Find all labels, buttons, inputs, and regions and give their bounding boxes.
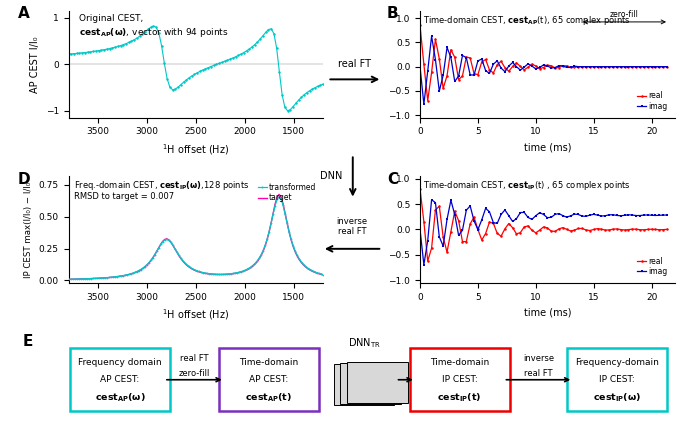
Text: $\bf{cest}_{\bf{AP}}(\omega)$: $\bf{cest}_{\bf{AP}}(\omega)$ [95,392,145,405]
Text: inverse
real FT: inverse real FT [336,217,368,236]
Text: $\bf{cest}_{\bf{AP}}$(t): $\bf{cest}_{\bf{AP}}$(t) [245,392,292,405]
Text: IP CEST:: IP CEST: [442,375,477,384]
Line: target: target [68,194,323,279]
Legend: transformed, target: transformed, target [254,180,319,205]
Text: Time-domain CEST, $\bf{cest}_{\bf{AP}}$(t), 65 complex points: Time-domain CEST, $\bf{cest}_{\bf{AP}}$(… [423,14,630,27]
Y-axis label: IP CEST max(I/I₀) − I/I₀: IP CEST max(I/I₀) − I/I₀ [24,181,33,278]
Text: Time-domain: Time-domain [430,358,489,367]
Text: Time-domain: Time-domain [239,358,298,367]
transformed [159,239,167,244]
FancyBboxPatch shape [70,348,170,411]
FancyBboxPatch shape [340,363,401,404]
target [285,230,293,235]
Legend: real, imag: real, imag [634,254,671,279]
Text: inverse: inverse [523,354,554,363]
Text: DNN: DNN [320,171,342,181]
Text: B: B [387,6,399,21]
Text: C: C [387,172,398,187]
Text: real FT: real FT [524,369,553,378]
target [64,277,73,282]
target [127,272,135,277]
Text: $\bf{cest}_{\bf{IP}}(\omega)$: $\bf{cest}_{\bf{IP}}(\omega)$ [593,392,641,405]
Text: D: D [18,172,30,187]
X-axis label: $^1$H offset (Hz): $^1$H offset (Hz) [162,307,229,322]
Line: transformed: transformed [68,196,324,280]
Text: RMSD to target = 0.007: RMSD to target = 0.007 [73,192,174,201]
X-axis label: time (ms): time (ms) [523,142,571,152]
transformed [197,269,205,275]
Y-axis label: AP CEST I/I₀: AP CEST I/I₀ [30,36,40,93]
FancyBboxPatch shape [347,362,408,403]
X-axis label: $^1$H offset (Hz): $^1$H offset (Hz) [162,142,229,157]
Text: real FT: real FT [338,59,371,69]
Legend: real, imag: real, imag [634,88,671,114]
FancyBboxPatch shape [334,364,395,405]
target [159,239,167,244]
Text: E: E [23,333,34,348]
transformed [169,243,177,248]
target [319,272,327,278]
Text: A: A [18,6,29,21]
transformed [275,194,283,199]
Text: IP CEST:: IP CEST: [599,375,635,384]
target [309,269,317,274]
Text: $\bf{cest}_{\bf{AP}}(\omega)$, vector with 94 points: $\bf{cest}_{\bf{AP}}(\omega)$, vector wi… [79,26,228,39]
Text: AP CEST:: AP CEST: [249,375,288,384]
transformed [64,277,73,282]
Text: zero-fill: zero-fill [179,369,210,378]
target [169,242,177,248]
FancyBboxPatch shape [410,348,510,411]
Text: AP CEST:: AP CEST: [101,375,140,384]
Text: Freq.-domain CEST, $\bf{cest}_{\bf{IP}}(\omega)$,128 points: Freq.-domain CEST, $\bf{cest}_{\bf{IP}}(… [73,179,249,192]
Text: zero-fill: zero-fill [610,10,639,19]
transformed [127,271,135,276]
target [197,270,205,275]
transformed [309,269,317,274]
target [275,192,283,197]
transformed [285,229,293,234]
FancyBboxPatch shape [567,348,667,411]
Text: Frequency-domain: Frequency-domain [575,358,659,367]
Text: DNN$_{\mathrm{TR}}$: DNN$_{\mathrm{TR}}$ [348,337,380,350]
Text: $\bf{cest}_{\bf{IP}}$(t): $\bf{cest}_{\bf{IP}}$(t) [437,392,482,405]
X-axis label: time (ms): time (ms) [523,307,571,317]
transformed [319,272,327,277]
Text: real FT: real FT [180,354,208,363]
Text: Time-domain CEST, $\bf{cest}_{\bf{IP}}$(t) , 65 complex points: Time-domain CEST, $\bf{cest}_{\bf{IP}}$(… [423,179,630,192]
Text: Frequency domain: Frequency domain [78,358,162,367]
Text: Original CEST,: Original CEST, [79,14,146,23]
FancyBboxPatch shape [219,348,319,411]
